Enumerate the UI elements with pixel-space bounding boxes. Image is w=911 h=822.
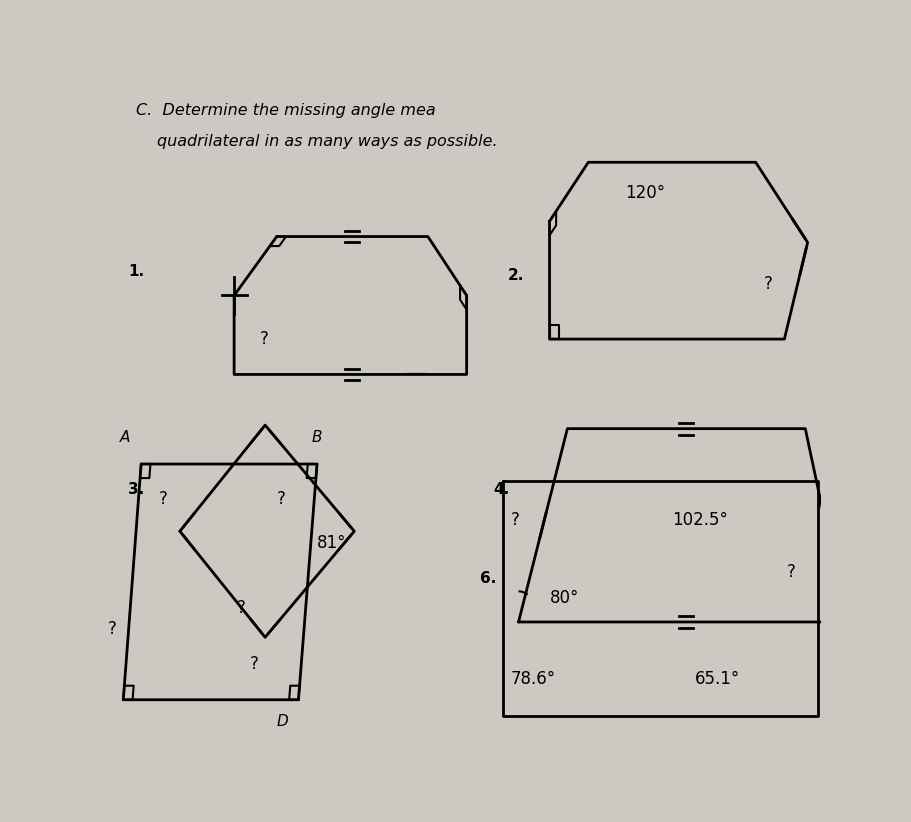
Text: 4.: 4.	[493, 483, 509, 497]
Text: ?: ?	[510, 511, 519, 529]
Text: ?: ?	[236, 598, 245, 616]
Text: B: B	[312, 430, 322, 446]
Text: ?: ?	[250, 655, 258, 673]
Text: 80°: 80°	[549, 589, 578, 607]
Text: 3.: 3.	[128, 483, 144, 497]
Text: 1.: 1.	[128, 265, 144, 279]
Text: ?: ?	[786, 563, 794, 581]
Text: ?: ?	[763, 275, 772, 293]
Text: D: D	[276, 713, 288, 729]
Text: C.  Determine the missing angle mea: C. Determine the missing angle mea	[136, 104, 435, 118]
Text: ?: ?	[107, 620, 117, 638]
Text: 102.5°: 102.5°	[671, 511, 727, 529]
Text: 81°: 81°	[317, 534, 346, 552]
Text: 65.1°: 65.1°	[694, 670, 740, 688]
Text: 2.: 2.	[507, 268, 524, 283]
Text: ?: ?	[276, 491, 285, 508]
Text: quadrilateral in as many ways as possible.: quadrilateral in as many ways as possibl…	[157, 134, 496, 149]
Text: 6.: 6.	[479, 570, 496, 586]
Text: 78.6°: 78.6°	[510, 670, 556, 688]
Text: ?: ?	[159, 491, 168, 508]
Text: 120°: 120°	[625, 184, 665, 202]
Text: ?: ?	[260, 330, 268, 348]
Text: A: A	[120, 430, 130, 446]
